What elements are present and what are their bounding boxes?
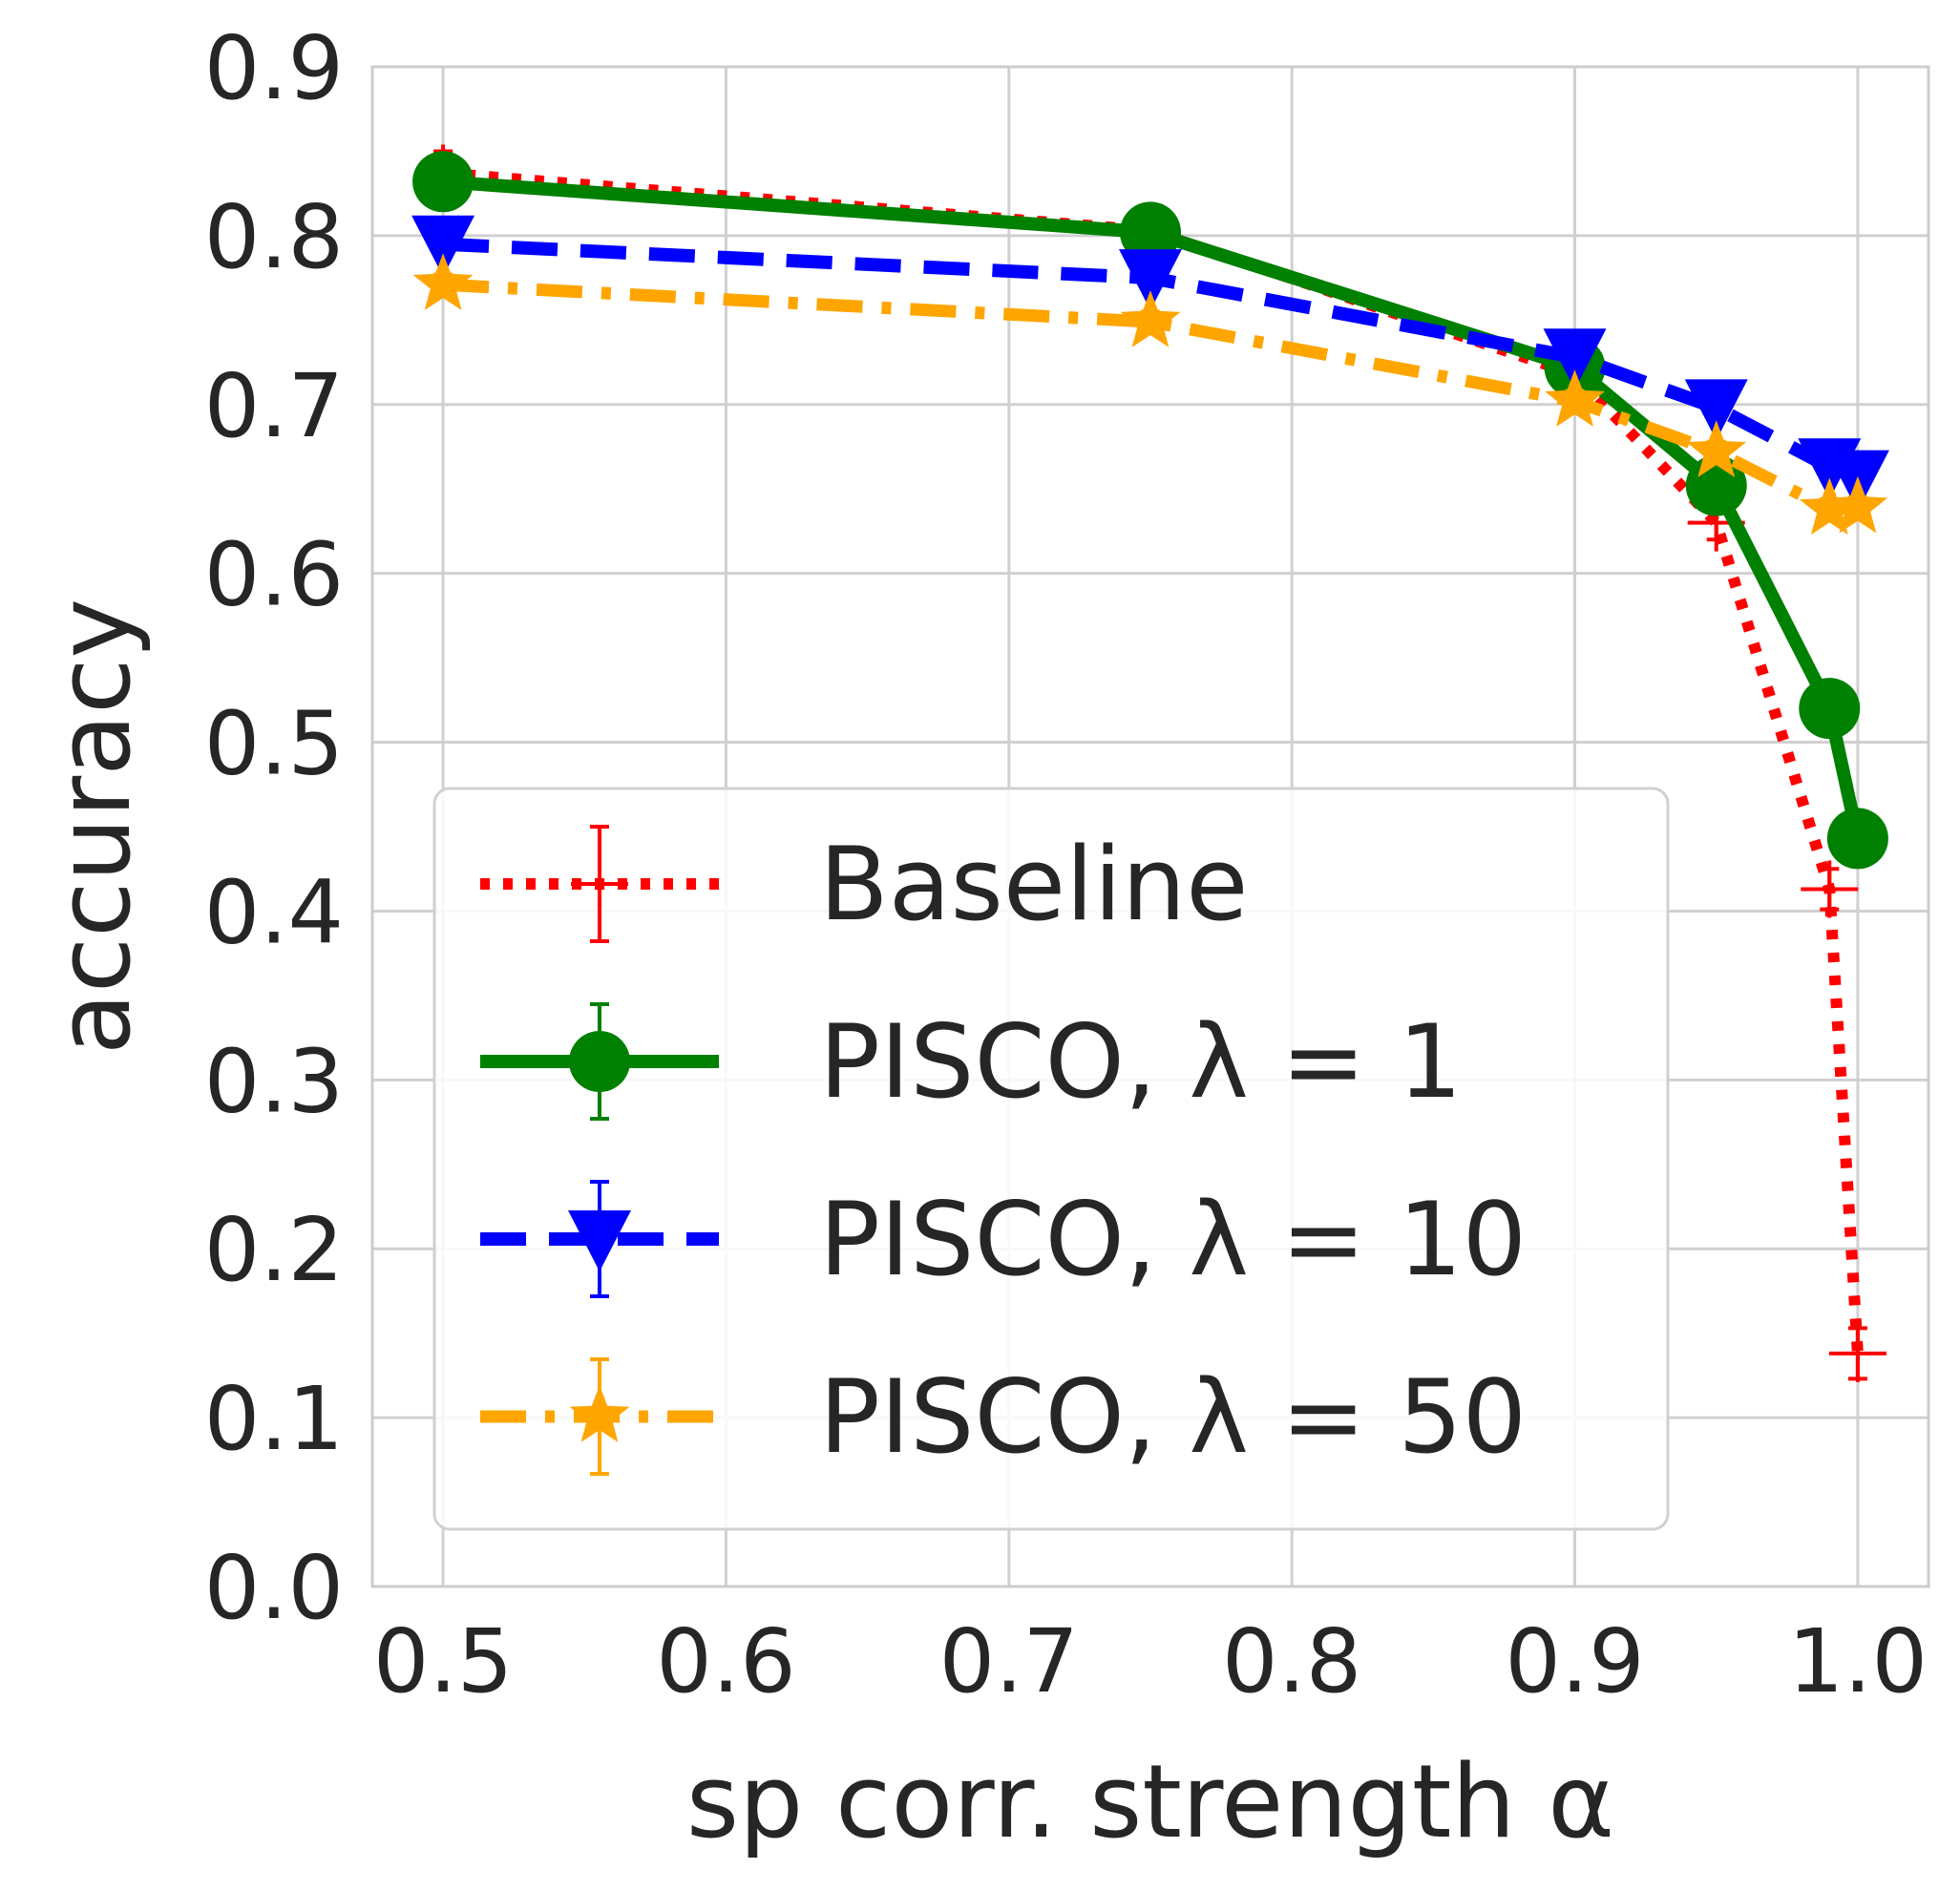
legend-entry: PISCO, λ = 10 bbox=[480, 1180, 1527, 1298]
legend-label: Baseline bbox=[819, 826, 1248, 943]
legend-label: PISCO, λ = 10 bbox=[819, 1181, 1527, 1298]
y-tick-label: 0.6 bbox=[204, 524, 344, 626]
y-tick-label: 0.5 bbox=[204, 693, 344, 795]
y-tick-label: 0.4 bbox=[204, 861, 344, 963]
triangle-marker bbox=[411, 215, 475, 277]
y-tick-label: 0.3 bbox=[204, 1030, 344, 1132]
star-marker bbox=[569, 1385, 630, 1442]
y-tick-label: 0.7 bbox=[204, 355, 344, 457]
x-tick-label: 0.5 bbox=[373, 1610, 513, 1712]
y-tick-labels: 0.0 0.1 0.2 0.3 0.4 0.5 0.6 0.7 0.8 0.9 bbox=[204, 17, 344, 1639]
legend-box bbox=[432, 787, 1670, 1531]
circle-marker bbox=[1799, 678, 1861, 740]
x-axis-label: sp corr. strength α bbox=[686, 1743, 1614, 1860]
triangle-marker bbox=[1684, 379, 1748, 441]
circle-marker bbox=[1120, 201, 1181, 263]
legend: Baseline PISCO, λ = 1 PISCO, λ = 10 PISCO, … bbox=[432, 787, 1670, 1531]
plot-frame bbox=[370, 65, 1930, 1588]
legend-entry: Baseline bbox=[480, 825, 1248, 943]
star-marker bbox=[1686, 420, 1747, 477]
star-marker bbox=[1545, 369, 1605, 427]
y-axis-label: accuracy bbox=[35, 599, 153, 1055]
series-layer bbox=[411, 144, 1889, 1382]
star-marker bbox=[1827, 475, 1888, 534]
x-tick-label: 0.8 bbox=[1222, 1610, 1361, 1712]
legend-entries: Baseline PISCO, λ = 1 PISCO, λ = 10 PISCO, … bbox=[480, 825, 1527, 1476]
triangle-marker bbox=[568, 1210, 631, 1271]
x-tick-label: 0.9 bbox=[1505, 1610, 1644, 1712]
x-tick-label: 0.7 bbox=[939, 1610, 1079, 1712]
x-tick-label: 0.6 bbox=[656, 1610, 795, 1712]
legend-entry: PISCO, λ = 1 bbox=[480, 1002, 1463, 1121]
y-tick-label: 0.9 bbox=[204, 17, 344, 119]
triangle-marker bbox=[1119, 249, 1182, 311]
y-tick-label: 0.8 bbox=[204, 186, 344, 288]
legend-label: PISCO, λ = 50 bbox=[819, 1358, 1527, 1476]
circle-marker bbox=[569, 1031, 630, 1092]
y-tick-label: 0.0 bbox=[204, 1537, 344, 1639]
series-star bbox=[412, 253, 1888, 536]
star-marker bbox=[1120, 290, 1181, 347]
legend-entry: PISCO, λ = 50 bbox=[480, 1357, 1527, 1476]
y-tick-label: 0.2 bbox=[204, 1199, 344, 1301]
y-tick-label: 0.1 bbox=[204, 1368, 344, 1470]
series-line bbox=[442, 237, 1861, 486]
circle-marker bbox=[412, 151, 474, 213]
star-marker bbox=[412, 253, 474, 310]
x-tick-labels: 0.5 0.6 0.7 0.8 0.9 1.0 bbox=[373, 1610, 1928, 1712]
circle-marker bbox=[1826, 808, 1888, 870]
series-line bbox=[442, 167, 1864, 1355]
legend-label: PISCO, λ = 1 bbox=[819, 1003, 1463, 1121]
x-tick-label: 1.0 bbox=[1788, 1610, 1928, 1712]
triangle-marker bbox=[1543, 328, 1607, 390]
star-marker bbox=[1799, 477, 1860, 536]
